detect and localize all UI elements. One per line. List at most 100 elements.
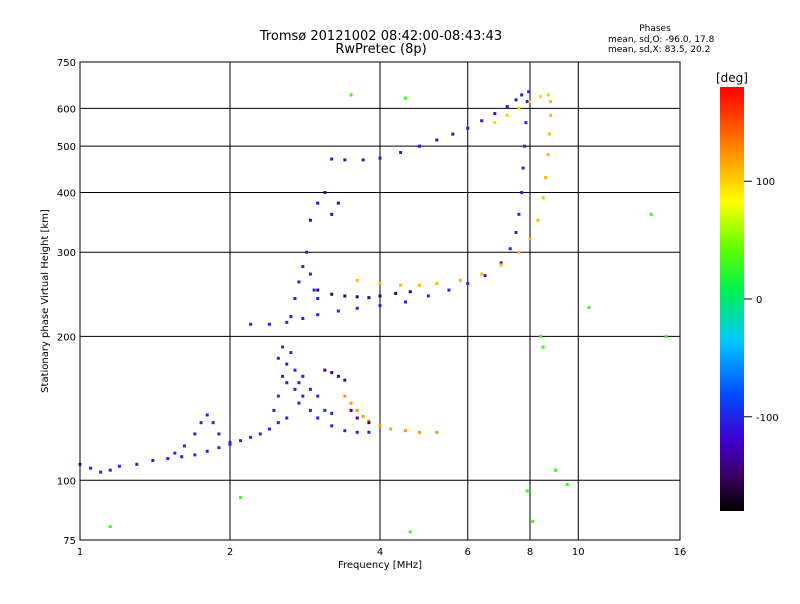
echo-point	[483, 274, 487, 278]
y-tick-label: 600	[57, 104, 76, 115]
echo-point	[99, 470, 103, 474]
echo-point	[293, 368, 297, 372]
echo-point	[135, 462, 139, 466]
echo-point	[308, 218, 312, 222]
echo-point	[525, 100, 529, 104]
echo-point	[228, 440, 232, 444]
y-tick-label: 750	[57, 58, 76, 69]
echo-point	[466, 126, 470, 130]
echo-point	[378, 424, 382, 428]
echo-point	[249, 322, 253, 326]
echo-point	[293, 297, 297, 301]
echo-point	[417, 283, 421, 287]
echo-point	[499, 261, 503, 265]
colorbar	[720, 87, 744, 511]
echo-point	[417, 430, 421, 434]
x-tick-label: 16	[674, 547, 687, 558]
echo-point	[378, 304, 382, 308]
colorbar-tick-label: 0	[756, 295, 762, 306]
echo-point	[539, 334, 543, 338]
echo-point	[587, 305, 591, 309]
echo-point	[301, 374, 305, 378]
echo-point	[281, 345, 285, 349]
echo-point	[524, 121, 528, 125]
echo-point	[343, 158, 347, 162]
echo-point	[285, 362, 289, 366]
echo-point	[305, 250, 309, 254]
echo-point	[89, 466, 93, 470]
echo-point	[649, 212, 653, 216]
echo-point	[549, 100, 553, 104]
echo-point	[330, 371, 334, 375]
echo-point	[466, 282, 470, 286]
echo-point	[355, 306, 359, 310]
y-tick-label: 100	[57, 476, 76, 487]
echo-point	[343, 294, 347, 298]
grid-lines	[79, 61, 681, 541]
echo-point	[523, 144, 527, 148]
echo-point	[267, 322, 271, 326]
echo-point	[355, 295, 359, 299]
phases-extraordinary-stats: mean, sd,X: 83.5, 20.2	[608, 45, 710, 55]
echo-point	[394, 291, 398, 295]
echo-points	[78, 90, 668, 534]
y-tick-label: 75	[63, 536, 76, 547]
echo-point	[330, 157, 334, 161]
echo-point	[336, 309, 340, 313]
echo-point	[458, 278, 462, 282]
echo-point	[108, 525, 112, 529]
echo-point	[308, 272, 312, 276]
echo-point	[389, 427, 393, 431]
echo-point	[531, 519, 535, 523]
chart-title: Tromsø 20121002 08:42:00-08:43:43	[259, 29, 502, 44]
echo-point	[272, 408, 276, 412]
echo-point	[355, 408, 359, 412]
echo-point	[361, 158, 365, 162]
echo-point	[199, 421, 203, 425]
echo-point	[546, 153, 550, 157]
echo-point	[480, 272, 484, 276]
echo-point	[301, 265, 305, 269]
echo-point	[505, 113, 509, 117]
echo-point	[308, 387, 312, 391]
echo-point	[399, 150, 403, 154]
echo-point	[355, 278, 359, 282]
echo-point	[349, 408, 353, 412]
echo-point	[546, 93, 550, 97]
echo-point	[343, 378, 347, 382]
echo-point	[239, 439, 243, 443]
echo-point	[549, 113, 553, 117]
echo-point	[211, 421, 215, 425]
echo-point	[276, 421, 280, 425]
x-tick-label: 8	[527, 547, 533, 558]
echo-point	[285, 320, 289, 324]
echo-point	[367, 421, 371, 425]
y-axis-label: Stationary phase Virtual Height [km]	[40, 209, 51, 393]
echo-point	[258, 432, 262, 436]
phases-ordinary-stats: mean, sd,O: -96.0, 17.8	[608, 35, 715, 45]
echo-point	[528, 237, 532, 241]
echo-point	[378, 282, 382, 286]
echo-point	[493, 112, 497, 116]
echo-point	[367, 419, 371, 423]
plot-frame	[79, 61, 681, 541]
echo-point	[316, 297, 320, 301]
y-tick-label: 500	[57, 142, 76, 153]
echo-point	[205, 449, 209, 453]
echo-point	[539, 95, 543, 99]
echo-point	[520, 93, 524, 97]
echo-point	[276, 356, 280, 360]
x-axis-label: Frequency [MHz]	[338, 560, 422, 571]
echo-point	[403, 300, 407, 304]
colorbar-ticks: 100 0 -100	[744, 177, 779, 424]
echo-point	[308, 408, 312, 412]
x-axis: 1 2 4 6 8 10 16	[77, 547, 687, 558]
echo-point	[378, 156, 382, 160]
echo-point	[151, 458, 155, 462]
echo-point	[173, 451, 177, 455]
echo-point	[525, 489, 529, 493]
echo-point	[343, 394, 347, 398]
echo-point	[493, 121, 497, 125]
echo-point	[285, 381, 289, 385]
